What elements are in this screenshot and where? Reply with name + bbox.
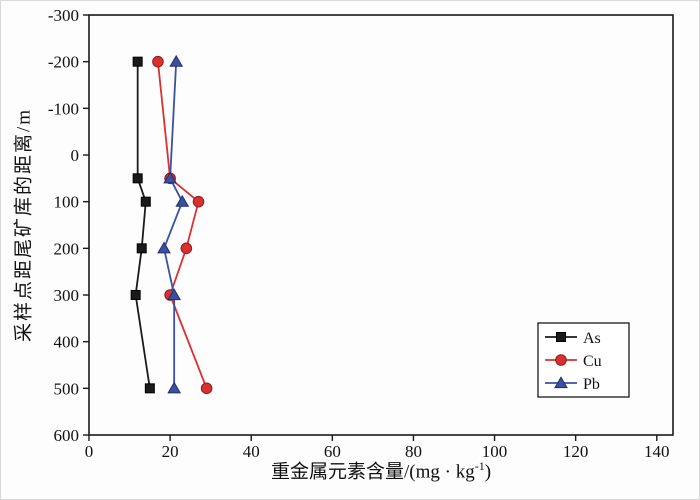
series-marker-Pb bbox=[157, 241, 171, 254]
series-marker-As bbox=[132, 173, 143, 184]
series-marker-As bbox=[144, 383, 155, 394]
x-axis-tick-label: 100 bbox=[482, 442, 508, 461]
series-marker-As bbox=[140, 196, 151, 207]
x-axis-tick-label: 140 bbox=[644, 442, 670, 461]
legend-label-Pb: Pb bbox=[583, 376, 600, 393]
y-axis-tick-label: 0 bbox=[71, 146, 80, 165]
plot-frame bbox=[88, 14, 674, 436]
y-axis-tick-label: -200 bbox=[48, 53, 79, 72]
x-axis-tick-label: 0 bbox=[85, 442, 94, 461]
series-marker-Pb bbox=[167, 288, 182, 301]
y-axis-tick-label: -100 bbox=[48, 99, 79, 118]
series-marker-As bbox=[136, 243, 147, 254]
series-marker-Pb bbox=[175, 194, 190, 207]
x-axis-tick-label: 60 bbox=[324, 442, 341, 461]
series-marker-Cu bbox=[152, 55, 164, 68]
series-marker-Cu bbox=[200, 382, 213, 395]
y-axis-tick-label: -300 bbox=[48, 6, 79, 25]
legend-label-As: As bbox=[583, 330, 601, 347]
y-axis-tick-label: 200 bbox=[54, 239, 80, 258]
series-marker-As bbox=[132, 56, 143, 67]
x-axis-title-text: 重金属元素含量/(mg · kg bbox=[270, 461, 475, 483]
y-axis-tick-label: 600 bbox=[54, 426, 80, 445]
legend-marker-Pb bbox=[554, 376, 568, 389]
y-axis-tick-label: 300 bbox=[54, 286, 80, 305]
series-marker-Pb bbox=[167, 381, 182, 394]
legend-label-Cu: Cu bbox=[583, 353, 602, 370]
x-axis-title-superscript: -1 bbox=[474, 459, 485, 474]
x-axis-tick-label: 120 bbox=[563, 442, 589, 461]
x-axis-title: 重金属元素含量/(mg · kg-1) bbox=[271, 457, 491, 484]
series-marker-Cu bbox=[192, 195, 205, 208]
series-line-As bbox=[134, 61, 151, 389]
y-axis-tick-label: 400 bbox=[54, 333, 80, 352]
series-marker-Cu bbox=[180, 242, 193, 255]
y-axis-tick-label: 500 bbox=[54, 379, 80, 398]
series-marker-Pb bbox=[169, 54, 184, 67]
x-axis-title-close: ) bbox=[484, 461, 492, 483]
series-marker-Pb bbox=[163, 171, 177, 184]
x-axis-tick-label: 20 bbox=[162, 442, 179, 461]
legend-marker-Cu bbox=[555, 354, 567, 366]
y-axis-tick-label: 100 bbox=[54, 193, 80, 212]
x-axis-tick-label: 80 bbox=[405, 442, 422, 461]
series-marker-As bbox=[130, 290, 141, 300]
legend-marker-As bbox=[556, 332, 566, 342]
y-axis-title: 采样点距尾矿库的距离/m bbox=[13, 107, 35, 343]
series-line-Cu bbox=[157, 61, 208, 389]
series-line-Pb bbox=[163, 61, 184, 389]
x-axis-tick-label: 40 bbox=[243, 442, 260, 461]
